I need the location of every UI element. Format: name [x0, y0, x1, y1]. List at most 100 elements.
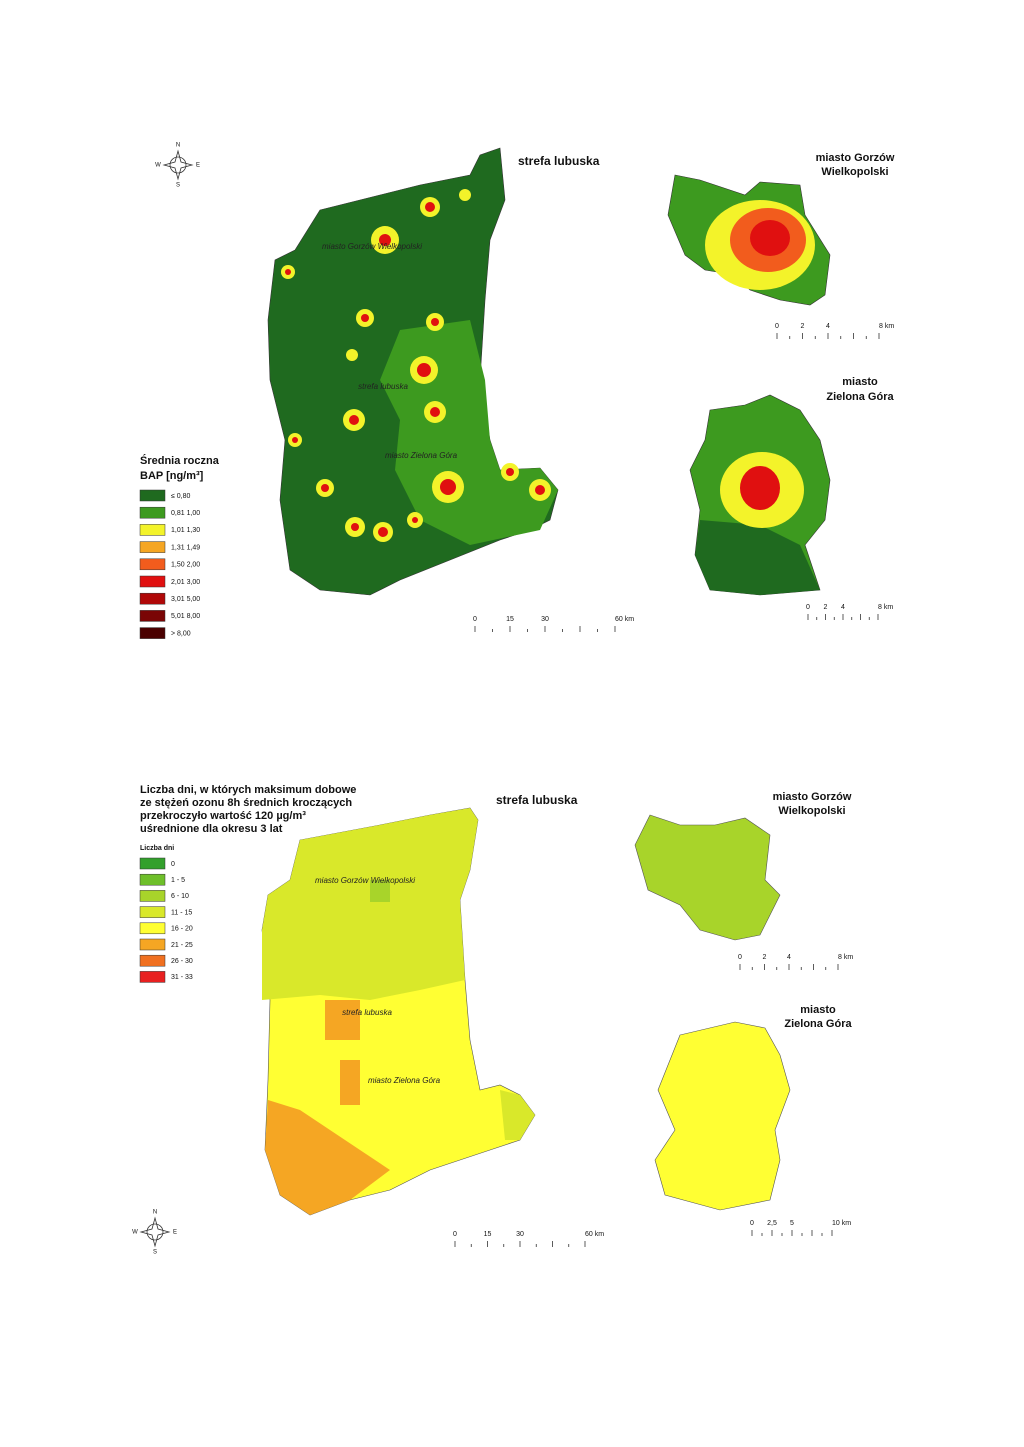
compass-ring	[169, 156, 187, 174]
legend-swatch	[139, 857, 166, 870]
legend-title: BAP [ng/m³]	[140, 470, 204, 482]
compass-ring	[146, 1223, 164, 1241]
legend-label: 5,01 8,00	[171, 613, 200, 620]
zone-shape	[500, 1090, 535, 1140]
inset-title: Wielkopolski	[821, 166, 888, 178]
legend-swatch	[139, 541, 166, 553]
scale-label: 0	[775, 323, 779, 330]
legend-swatch	[139, 506, 166, 519]
zone-shape	[262, 808, 478, 1000]
legend-swatch	[139, 524, 166, 536]
inset-title: miasto	[842, 376, 878, 388]
map-2	[261, 807, 791, 1216]
legend-label: 26 - 30	[171, 958, 193, 965]
scale-label: 10 km	[832, 1220, 851, 1227]
legend-label: 0	[171, 861, 175, 868]
inset-title: Zielona Góra	[784, 1018, 852, 1030]
legend-label: 1,50 2,00	[171, 562, 200, 569]
inset-gorzow-zone	[750, 220, 790, 256]
inset-title: miasto	[800, 1004, 836, 1016]
legend-label: 1,31 1,49	[171, 544, 200, 551]
legend-swatch	[139, 592, 166, 605]
hotspots	[281, 189, 551, 542]
legend-swatch	[139, 906, 166, 918]
map-label: miasto Zielona Góra	[368, 1076, 441, 1085]
scale-label: 30	[541, 616, 549, 623]
map-label: miasto Gorzów Wielkopolski	[315, 876, 415, 885]
compass-label: N	[153, 1210, 157, 1216]
scale-label: 60 km	[615, 616, 634, 623]
scale-label: 0	[473, 616, 477, 623]
legend-swatch	[139, 610, 166, 622]
scale-label: 15	[506, 616, 514, 623]
legend-swatch	[139, 627, 166, 639]
scale-label: 2,5	[767, 1220, 777, 1227]
legend-title: ze stężeń ozonu 8h średnich kroczących	[140, 797, 352, 809]
legend-label: 16 - 20	[171, 926, 193, 933]
inset-zielona-gora-shape	[654, 1021, 791, 1211]
scale-label: 2	[824, 604, 828, 611]
legend-swatch	[139, 954, 166, 967]
compass-star	[162, 149, 194, 181]
legend-label: 2,01 3,00	[171, 579, 200, 586]
scale-label: 4	[787, 954, 791, 961]
compass-star	[139, 1216, 171, 1248]
inset-title: Wielkopolski	[778, 805, 845, 817]
scale-label: 0	[453, 1231, 457, 1238]
legend-label: 31 - 33	[171, 974, 193, 981]
scale-label: 2	[801, 323, 805, 330]
map-title: strefa lubuska	[518, 154, 600, 168]
zone-cell	[370, 880, 390, 902]
legend-swatch	[139, 938, 166, 951]
map-title: strefa lubuska	[496, 793, 578, 807]
scale-label: 0	[750, 1220, 754, 1227]
scale-label: 8 km	[878, 604, 893, 611]
legend-title: przekroczyło wartość 120 µg/m³	[140, 810, 306, 822]
compass-label: W	[132, 1230, 138, 1236]
inset-zielona-gora-zone	[695, 520, 820, 595]
legend-label: > 8,00	[171, 630, 191, 637]
legend-title: Średnia roczna	[140, 454, 220, 467]
compass-label: S	[153, 1250, 157, 1256]
legend-label: 21 - 25	[171, 942, 193, 949]
compass-label: E	[196, 163, 200, 169]
map-label: miasto Zielona Góra	[385, 451, 458, 460]
legend-title: uśrednione dla okresu 3 lat	[140, 823, 283, 835]
scale-label: 0	[738, 954, 742, 961]
map-1	[267, 147, 831, 596]
legend-label: 3,01 5,00	[171, 596, 200, 603]
scale-label: 2	[763, 954, 767, 961]
map-label: miasto Gorzów Wielkopolski	[322, 242, 422, 251]
legend-swatch	[139, 489, 166, 502]
inset-title: Zielona Góra	[826, 391, 894, 403]
legend-title: Liczba dni, w których maksimum dobowe	[140, 784, 356, 796]
map-label: strefa lubuska	[342, 1008, 392, 1017]
inset-title: miasto Gorzów	[816, 152, 895, 164]
legend-swatch	[139, 575, 166, 588]
scale-label: 5	[790, 1220, 794, 1227]
legend-label: 11 - 15	[171, 909, 192, 916]
inset-title: miasto Gorzów	[773, 791, 852, 803]
legend-subtitle: Liczba dni	[140, 845, 174, 852]
inset-zielona-gora-zone	[740, 466, 780, 510]
zone-cell	[340, 1060, 360, 1105]
scale-label: 8 km	[879, 323, 894, 330]
legend-label: ≤ 0,80	[171, 493, 191, 500]
legend-label: 1,01 1,30	[171, 527, 200, 534]
legend-label: 0,81 1,00	[171, 510, 200, 517]
compass-label: E	[173, 1230, 177, 1236]
scale-label: 15	[484, 1231, 492, 1238]
legend-label: 1 - 5	[171, 877, 185, 884]
scale-label: 60 km	[585, 1231, 604, 1238]
legend-label: 6 - 10	[171, 893, 189, 900]
scale-label: 30	[516, 1231, 524, 1238]
legend-swatch	[139, 922, 166, 935]
compass-label: W	[155, 163, 161, 169]
zone-shape	[265, 1100, 390, 1215]
compass-label: S	[176, 183, 180, 189]
scale-label: 4	[841, 604, 845, 611]
compass-label: N	[176, 143, 180, 149]
